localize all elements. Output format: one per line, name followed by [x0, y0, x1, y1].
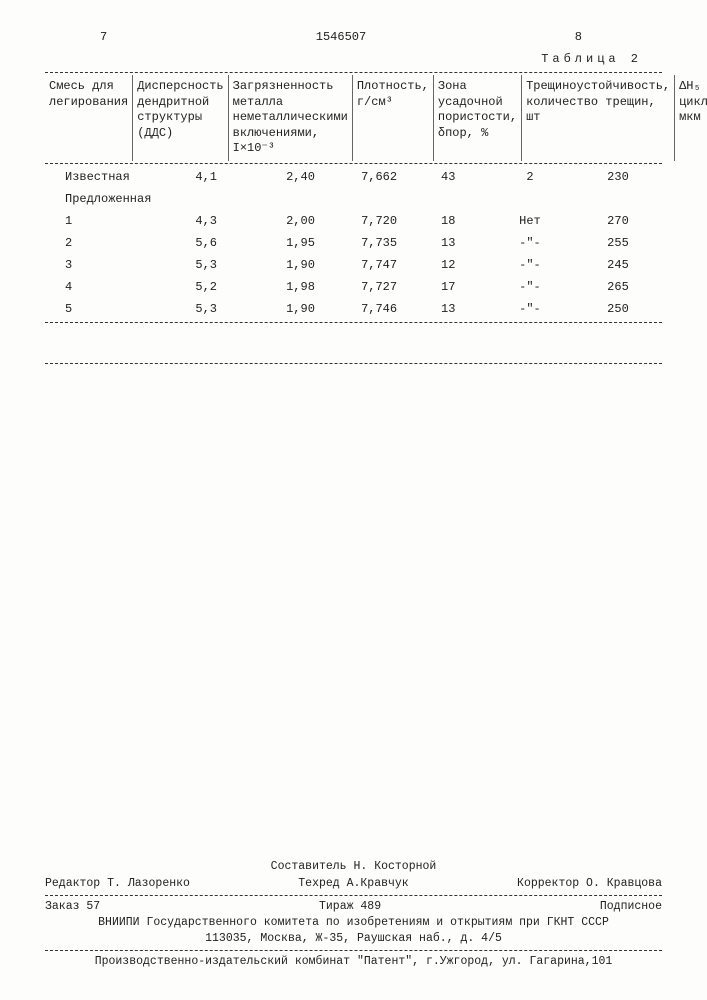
cell: 7,747 — [348, 254, 411, 276]
compiler-line: Составитель Н. Косторной — [45, 859, 662, 875]
cell — [348, 188, 411, 210]
cell: 13 — [411, 232, 486, 254]
addr1: 113035, Москва, Ж-35, Раушская наб., д. … — [45, 931, 662, 947]
cell: 17 — [411, 276, 486, 298]
col-header: Трещиноустойчивость, количество трещин, … — [522, 75, 675, 161]
techred: Техред А.Кравчук — [298, 876, 408, 892]
page-right-num: 8 — [575, 30, 582, 44]
page-left-num: 7 — [100, 30, 107, 44]
cell: 13 — [411, 298, 486, 320]
cell: 2,40 — [253, 166, 347, 188]
row-label: Известная — [45, 166, 159, 188]
table-caption: Таблица 2 — [45, 52, 662, 66]
table-row: 14,32,007,72018Нет270 — [45, 210, 662, 232]
data-table-body: Известная4,12,407,662432230Предложенная1… — [45, 166, 662, 320]
row-label: 2 — [45, 232, 159, 254]
row-label: 3 — [45, 254, 159, 276]
divider — [45, 72, 662, 73]
cell — [159, 188, 253, 210]
cell: 18 — [411, 210, 486, 232]
table-row: 45,21,987,72717-"-265 — [45, 276, 662, 298]
cell: 270 — [574, 210, 662, 232]
editor: Редактор Т. Лазоренко — [45, 876, 190, 892]
col-header: Смесь для легирования — [45, 75, 133, 161]
cell: 43 — [411, 166, 486, 188]
cell: 5,2 — [159, 276, 253, 298]
col-header: Зона усадочной пористости, δпор, % — [433, 75, 521, 161]
cell — [574, 188, 662, 210]
table-row: 55,31,907,74613-"-250 — [45, 298, 662, 320]
cell: 1,90 — [253, 254, 347, 276]
cell: 1,95 — [253, 232, 347, 254]
data-table: Смесь для легирования Дисперсность дендр… — [45, 75, 707, 161]
cell: 5,3 — [159, 298, 253, 320]
table-row: Предложенная — [45, 188, 662, 210]
cell: 12 — [411, 254, 486, 276]
cell: 7,727 — [348, 276, 411, 298]
row-label: 1 — [45, 210, 159, 232]
cell: Нет — [486, 210, 574, 232]
cell: 2,00 — [253, 210, 347, 232]
cell: 7,720 — [348, 210, 411, 232]
table-row: 35,31,907,74712-"-245 — [45, 254, 662, 276]
cell: 255 — [574, 232, 662, 254]
org1: ВНИИПИ Государственного комитета по изоб… — [45, 915, 662, 931]
footer-block: Составитель Н. Косторной Редактор Т. Лаз… — [45, 859, 662, 970]
row-label: 4 — [45, 276, 159, 298]
row-label: Предложенная — [45, 188, 159, 210]
cell: -"- — [486, 254, 574, 276]
cell: 265 — [574, 276, 662, 298]
table-row: 25,61,957,73513-"-255 — [45, 232, 662, 254]
col-header: Плотность, г/см³ — [352, 75, 433, 161]
cell: 1,98 — [253, 276, 347, 298]
cell: 250 — [574, 298, 662, 320]
cell: 4,3 — [159, 210, 253, 232]
cell — [253, 188, 347, 210]
cell: 1,90 — [253, 298, 347, 320]
tirage: Тираж 489 — [319, 899, 381, 915]
cell — [411, 188, 486, 210]
col-header: Дисперсность дендритной структуры (ДДС) — [133, 75, 228, 161]
cell — [486, 188, 574, 210]
table-header-row: Смесь для легирования Дисперсность дендр… — [45, 75, 707, 161]
cell: 5,6 — [159, 232, 253, 254]
org2: Производственно-издательский комбинат "П… — [45, 954, 662, 970]
cell: 245 — [574, 254, 662, 276]
table-row: Известная4,12,407,662432230 — [45, 166, 662, 188]
col-header: ΔH₅ (10⁶ циклов), мкм — [675, 75, 707, 161]
doc-number: 1546507 — [316, 30, 366, 44]
divider — [45, 322, 662, 323]
cell: 4,1 — [159, 166, 253, 188]
col-header: Загрязненность металла неметаллическими … — [228, 75, 352, 161]
cell: 5,3 — [159, 254, 253, 276]
cell: 2 — [486, 166, 574, 188]
cell: 7,746 — [348, 298, 411, 320]
cell: 7,662 — [348, 166, 411, 188]
subscribed: Подписное — [600, 899, 662, 915]
page-header: 7 1546507 8 — [45, 30, 662, 44]
cell: -"- — [486, 298, 574, 320]
cell: -"- — [486, 232, 574, 254]
corrector: Корректор О. Кравцова — [517, 876, 662, 892]
row-label: 5 — [45, 298, 159, 320]
cell: 230 — [574, 166, 662, 188]
cell: 7,735 — [348, 232, 411, 254]
divider — [45, 163, 662, 164]
cell: -"- — [486, 276, 574, 298]
divider — [45, 363, 662, 364]
order: Заказ 57 — [45, 899, 100, 915]
